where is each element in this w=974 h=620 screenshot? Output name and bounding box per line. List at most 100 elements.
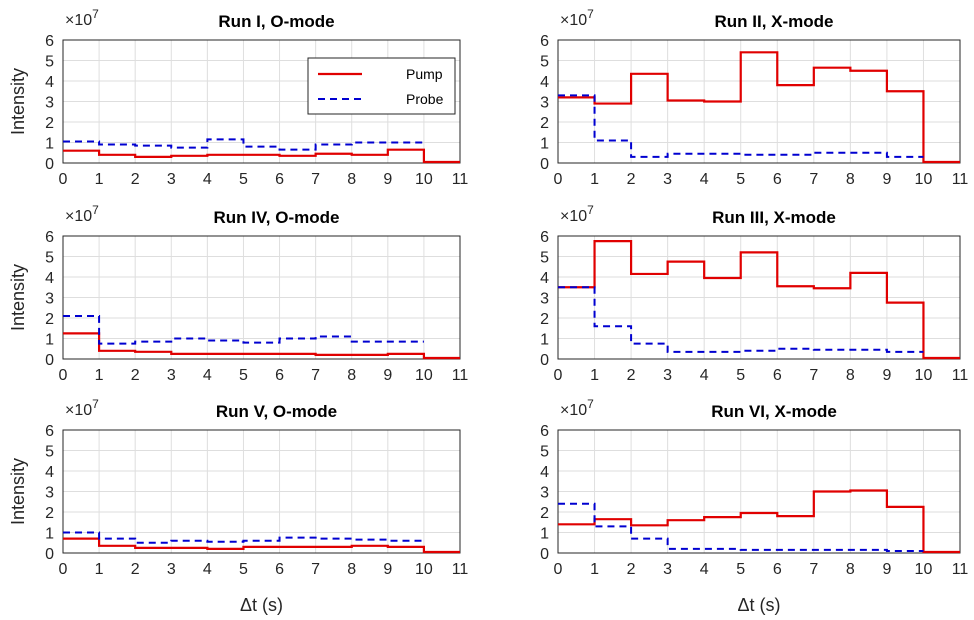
x-tick-label: 6 — [773, 171, 782, 188]
x-tick-label: 7 — [809, 171, 818, 188]
probe-series-line — [63, 138, 424, 151]
subplot-6: 0 1 2 3 4 5 6 7 8 9 10 11 0 1 2 3 4 5 6 ×107 Run VI, X-mode — [540, 397, 968, 578]
x-tick-label: 3 — [663, 367, 672, 384]
x-tick-label: 2 — [131, 171, 140, 188]
x-tick-label: 4 — [700, 367, 709, 384]
subplot-title: Run V, O-mode — [216, 402, 337, 421]
x-tick-label: 10 — [915, 171, 933, 188]
x-tick-label: 11 — [952, 367, 969, 384]
x-tick-label: 11 — [452, 561, 469, 578]
y-tick-label: 2 — [45, 311, 54, 328]
x-tick-label: 1 — [95, 561, 104, 578]
y-tick-label: 1 — [45, 526, 54, 543]
legend-pump-label: Pump — [406, 66, 443, 82]
x-tick-label: 8 — [347, 561, 356, 578]
x-tick-label: 8 — [347, 367, 356, 384]
y-tick-label: 2 — [45, 505, 54, 522]
y-tick-label: 3 — [45, 485, 54, 502]
x-tick-label: 4 — [700, 171, 709, 188]
y-multiplier: ×107 — [65, 397, 99, 419]
y-tick-label: 1 — [45, 332, 54, 349]
y-tick-label: 5 — [540, 250, 549, 267]
probe-series-line — [558, 94, 924, 158]
x-tick-label: 3 — [167, 561, 176, 578]
y-tick-label: 0 — [45, 156, 54, 173]
x-tick-label: 1 — [590, 367, 599, 384]
x-tick-label: 3 — [167, 367, 176, 384]
x-tick-label: 11 — [452, 171, 469, 188]
y-axis-label: Intensity — [8, 458, 28, 525]
x-tick-label: 9 — [383, 561, 392, 578]
y-tick-label: 0 — [45, 546, 54, 563]
axes-box — [62, 429, 461, 554]
x-tick-label: 2 — [627, 561, 636, 578]
x-tick-label: 3 — [663, 561, 672, 578]
x-tick-label: 11 — [452, 367, 469, 384]
x-tick-label: 2 — [627, 367, 636, 384]
y-tick-label: 0 — [45, 352, 54, 369]
y-tick-label: 6 — [540, 33, 549, 50]
subplot-5: 0 1 2 3 4 5 6 7 8 9 10 11 0 1 2 3 4 5 6 ×107 Run V, O-mode In… — [8, 397, 468, 578]
x-tick-label: 10 — [415, 561, 433, 578]
y-tick-label: 2 — [540, 505, 549, 522]
y-tick-label: 3 — [540, 95, 549, 112]
y-tick-label: 5 — [540, 444, 549, 461]
x-tick-label: 8 — [846, 171, 855, 188]
axes-box — [62, 39, 461, 164]
y-tick-label: 6 — [540, 229, 549, 246]
subplot-1: 0 1 2 3 4 5 6 7 8 9 10 11 0 1 2 3 4 5 6 ×107 Run I, O-mode In… — [8, 7, 468, 188]
y-tick-label: 1 — [540, 136, 549, 153]
probe-series-line — [63, 531, 424, 544]
x-tick-label: 9 — [882, 367, 891, 384]
y-tick-label: 6 — [45, 229, 54, 246]
pump-series-line — [63, 537, 460, 554]
y-multiplier: ×107 — [560, 7, 594, 29]
x-tick-label: 11 — [952, 561, 969, 578]
y-tick-label: 1 — [540, 526, 549, 543]
y-tick-label: 4 — [45, 270, 54, 287]
x-tick-label: 0 — [59, 561, 68, 578]
y-tick-label: 6 — [45, 33, 54, 50]
x-tick-label: 7 — [809, 561, 818, 578]
y-tick-label: 0 — [540, 352, 549, 369]
x-tick-label: 6 — [275, 561, 284, 578]
x-tick-label: 8 — [846, 561, 855, 578]
pump-series-line — [63, 332, 460, 360]
x-tick-label: 7 — [809, 367, 818, 384]
x-tick-label: 1 — [95, 367, 104, 384]
x-tick-label: 10 — [415, 367, 433, 384]
x-tick-label: 7 — [311, 561, 320, 578]
y-tick-label: 3 — [45, 95, 54, 112]
x-tick-label: 0 — [59, 367, 68, 384]
pump-series-line — [63, 148, 460, 164]
y-tick-label: 0 — [540, 156, 549, 173]
subplot-title: Run VI, X-mode — [711, 402, 837, 421]
x-tick-label: 5 — [239, 561, 248, 578]
x-axis-label: Δt (s) — [240, 595, 283, 615]
subplot-title: Run I, O-mode — [218, 12, 334, 31]
y-tick-label: 5 — [540, 54, 549, 71]
legend-probe-label: Probe — [406, 91, 444, 107]
x-tick-label: 4 — [700, 561, 709, 578]
y-tick-label: 4 — [45, 74, 54, 91]
y-tick-label: 2 — [540, 311, 549, 328]
x-tick-label: 10 — [915, 367, 933, 384]
y-tick-label: 3 — [540, 291, 549, 308]
x-tick-label: 0 — [554, 171, 563, 188]
x-tick-label: 5 — [239, 367, 248, 384]
x-tick-label: 6 — [773, 561, 782, 578]
y-tick-label: 3 — [45, 291, 54, 308]
x-tick-label: 1 — [95, 171, 104, 188]
subplot-3: 0 1 2 3 4 5 6 7 8 9 10 11 0 1 2 3 4 5 6 ×107 Run IV, O-mode I… — [8, 203, 468, 384]
x-tick-label: 0 — [554, 367, 563, 384]
y-multiplier: ×107 — [560, 203, 594, 225]
y-tick-label: 2 — [45, 115, 54, 132]
axes-box — [557, 235, 961, 360]
y-tick-label: 6 — [45, 423, 54, 440]
x-tick-label: 0 — [59, 171, 68, 188]
y-tick-label: 4 — [45, 464, 54, 481]
y-multiplier: ×107 — [65, 203, 99, 225]
x-tick-label: 2 — [131, 367, 140, 384]
x-tick-label: 5 — [736, 171, 745, 188]
